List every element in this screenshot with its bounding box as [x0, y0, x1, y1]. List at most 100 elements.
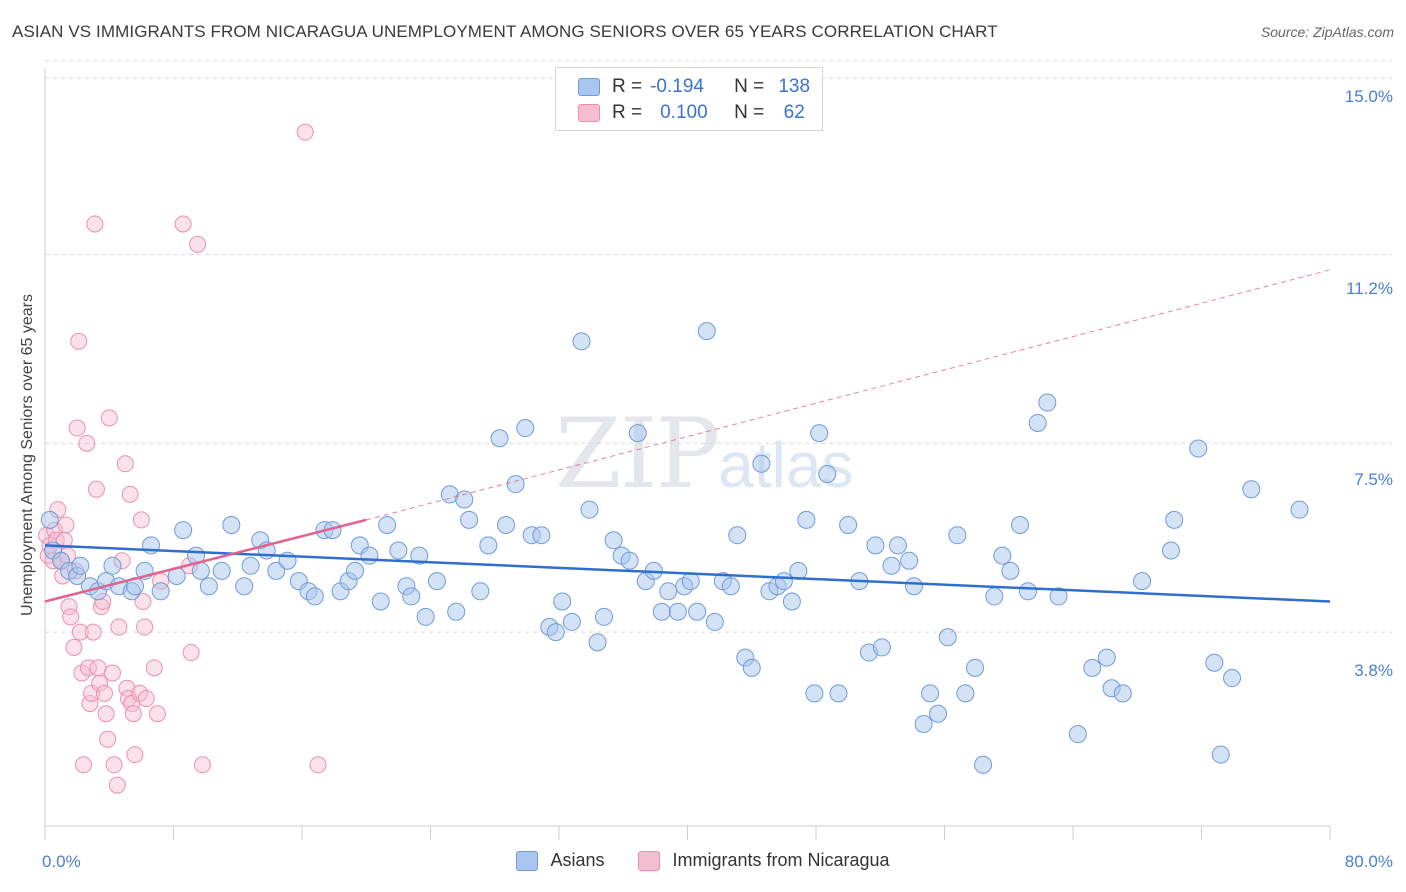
asians-point	[628, 424, 647, 443]
nicaragua-point	[86, 215, 104, 233]
asians-point	[416, 607, 435, 626]
asians-point	[829, 684, 848, 703]
nicaragua-point	[75, 756, 93, 774]
nicaragua-point	[108, 776, 126, 794]
asians-point	[447, 602, 466, 621]
y-tick-label: 7.5%	[1354, 470, 1393, 489]
asians-point	[1010, 515, 1029, 534]
nicaragua-point	[110, 618, 128, 636]
asians-point	[742, 658, 761, 677]
nicaragua-point	[105, 756, 123, 774]
asians-point	[985, 587, 1004, 606]
asians-point	[805, 684, 824, 703]
asians-point	[427, 572, 446, 591]
asians-point	[580, 500, 599, 519]
asians-point	[1083, 658, 1102, 677]
asians-point	[1097, 648, 1116, 667]
asians-point	[1028, 413, 1047, 432]
asians-point	[839, 515, 858, 534]
asians-point	[71, 556, 90, 575]
asians-point	[1019, 582, 1038, 601]
asians-point	[1290, 500, 1309, 519]
nicaragua-point	[100, 409, 118, 427]
asians-point	[174, 521, 193, 540]
nicaragua-point	[134, 593, 152, 611]
asians-point	[668, 602, 687, 621]
asians-point	[360, 546, 379, 565]
legend-item-nicaragua[interactable]: Immigrants from Nicaragua	[638, 850, 890, 871]
asians-point	[490, 429, 509, 448]
asians-point	[882, 556, 901, 575]
nicaragua-point	[95, 684, 113, 702]
nicaragua-point	[84, 623, 102, 641]
nicaragua-point	[136, 618, 154, 636]
nicaragua-point	[145, 659, 163, 677]
asians-point	[1001, 561, 1020, 580]
asians-point	[888, 536, 907, 555]
legend-item-label: Asians	[550, 850, 605, 870]
legend-n-label: N =	[734, 76, 765, 97]
asians-point	[697, 322, 716, 341]
nicaragua-trend-extension	[366, 269, 1331, 521]
correlation-legend: R = -0.194 N = 138 R = 0.100 N = 62	[555, 67, 823, 131]
asians-point	[1049, 587, 1068, 606]
series-legend: Asians Immigrants from Nicaragua	[0, 850, 1406, 871]
nicaragua-point	[174, 215, 192, 233]
legend-r-label: R =	[612, 76, 643, 97]
asians-point	[705, 612, 724, 631]
asians-point	[562, 612, 581, 631]
asians-point	[659, 582, 678, 601]
asians-point	[516, 419, 535, 438]
asians-point	[496, 515, 515, 534]
nicaragua-point	[78, 434, 96, 452]
legend-row-asians: R = -0.194 N = 138	[578, 75, 814, 99]
asians-point	[752, 454, 771, 473]
asians-point	[1038, 393, 1057, 412]
legend-item-asians[interactable]: Asians	[516, 850, 604, 871]
asians-point	[921, 684, 940, 703]
asians-point	[532, 526, 551, 545]
asians-point	[553, 592, 572, 611]
nicaragua-point	[57, 516, 75, 534]
nicaragua-point	[89, 659, 107, 677]
asians-trend-line	[44, 544, 1331, 603]
asians-point	[1113, 684, 1132, 703]
legend-r-value: 0.100	[660, 102, 708, 123]
nicaragua-point	[189, 235, 207, 253]
legend-n-label: N =	[734, 102, 765, 123]
asians-point	[872, 638, 891, 657]
nicaragua-point	[121, 485, 139, 503]
asians-point	[1165, 510, 1184, 529]
asians-point	[1189, 439, 1208, 458]
asians-point	[346, 561, 365, 580]
nicaragua-point	[124, 705, 142, 723]
nicaragua-point	[99, 730, 117, 748]
y-tick-label: 11.2%	[1346, 279, 1393, 298]
asians-point	[241, 556, 260, 575]
nicaragua-trend-line	[44, 518, 367, 603]
legend-r-value: -0.194	[650, 76, 704, 97]
nicaragua-point	[182, 644, 200, 662]
y-axis-label: Unemployment Among Seniors over 65 years	[19, 294, 36, 616]
asians-point	[818, 464, 837, 483]
legend-n-value: 62	[783, 102, 805, 123]
nicaragua-point	[91, 674, 109, 692]
asians-point	[103, 556, 122, 575]
nicaragua-point	[68, 419, 86, 437]
asians-point	[371, 592, 390, 611]
asians-point	[267, 561, 286, 580]
legend-n-value: 138	[778, 76, 811, 97]
asians-point	[904, 577, 923, 596]
asians-point	[956, 684, 975, 703]
asians-point	[235, 577, 254, 596]
asians-point	[774, 572, 793, 591]
nicaragua-point	[120, 689, 138, 707]
asians-point	[1205, 653, 1224, 672]
asians-point	[212, 561, 231, 580]
nicaragua-point	[87, 480, 105, 498]
asians-point	[588, 633, 607, 652]
nicaragua-swatch	[578, 104, 600, 122]
asians-point	[191, 561, 210, 580]
asians-point	[866, 536, 885, 555]
